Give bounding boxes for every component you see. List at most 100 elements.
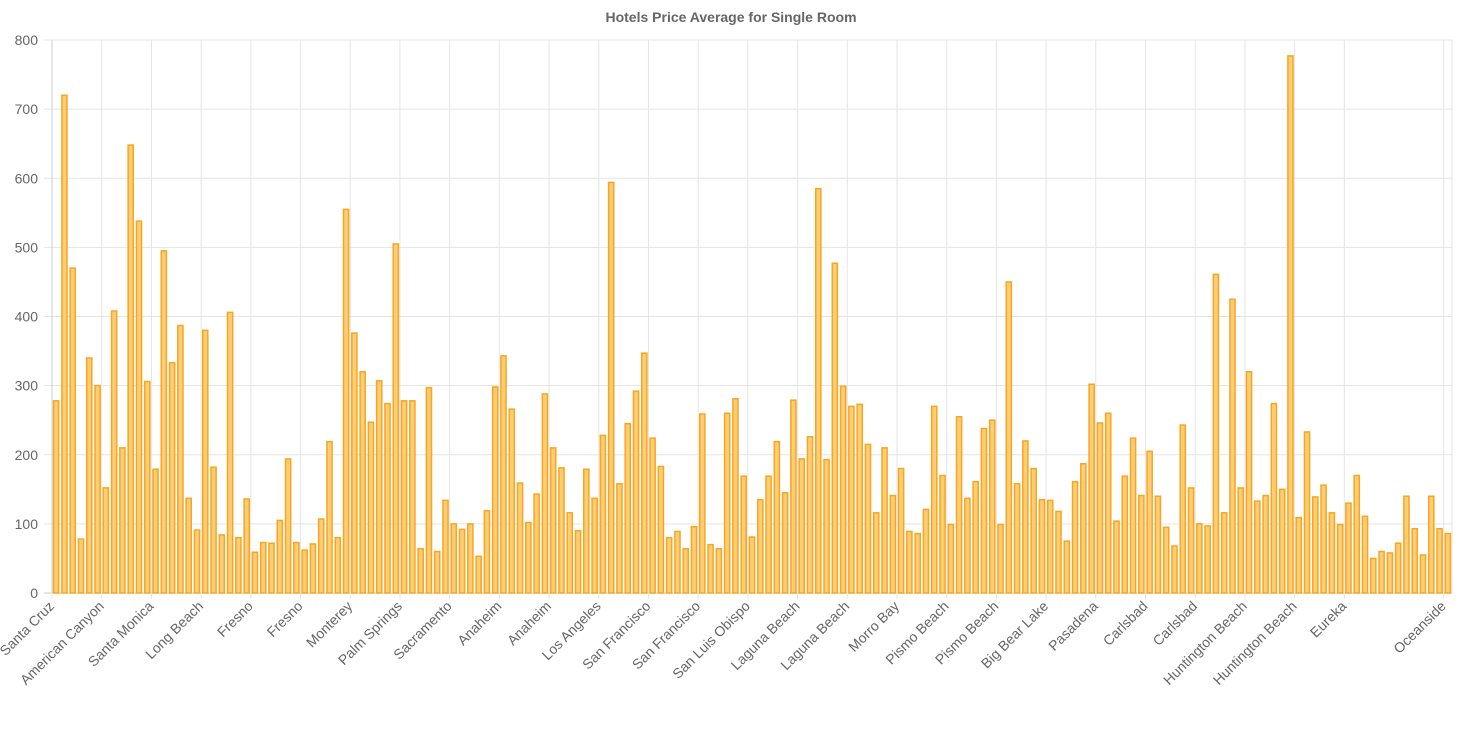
- bar[interactable]: [955, 415, 963, 594]
- bar[interactable]: [1046, 499, 1054, 594]
- bar[interactable]: [243, 498, 251, 594]
- bar[interactable]: [110, 310, 118, 594]
- bar[interactable]: [1295, 516, 1303, 594]
- bar[interactable]: [881, 447, 888, 594]
- bar[interactable]: [1080, 462, 1087, 594]
- bar[interactable]: [309, 543, 317, 594]
- bar[interactable]: [210, 466, 217, 594]
- bar[interactable]: [640, 352, 648, 594]
- bar[interactable]: [889, 494, 897, 594]
- bar[interactable]: [988, 419, 996, 594]
- bar[interactable]: [756, 498, 764, 594]
- bar[interactable]: [1303, 431, 1311, 594]
- bar[interactable]: [467, 523, 474, 594]
- bar[interactable]: [541, 393, 549, 594]
- bar[interactable]: [326, 440, 333, 594]
- bar[interactable]: [367, 421, 375, 594]
- bar[interactable]: [94, 384, 101, 594]
- bar[interactable]: [193, 529, 201, 594]
- bar[interactable]: [218, 534, 226, 594]
- bar[interactable]: [1245, 371, 1253, 594]
- bar[interactable]: [980, 427, 988, 594]
- bar[interactable]: [201, 329, 209, 594]
- bar[interactable]: [442, 499, 449, 594]
- bar[interactable]: [1013, 483, 1021, 594]
- bar[interactable]: [906, 530, 913, 594]
- bar[interactable]: [1154, 495, 1162, 594]
- bar[interactable]: [85, 357, 93, 594]
- bar[interactable]: [930, 405, 938, 594]
- bar[interactable]: [351, 332, 358, 594]
- bar[interactable]: [293, 541, 300, 594]
- bar[interactable]: [1196, 523, 1203, 594]
- bar[interactable]: [997, 523, 1004, 594]
- bar[interactable]: [972, 480, 979, 594]
- bar[interactable]: [342, 208, 350, 594]
- bar[interactable]: [864, 443, 872, 594]
- bar[interactable]: [334, 536, 342, 594]
- bar[interactable]: [1270, 402, 1278, 594]
- bar[interactable]: [450, 523, 458, 594]
- bar[interactable]: [922, 508, 930, 594]
- bar[interactable]: [226, 311, 234, 594]
- bar[interactable]: [102, 487, 110, 594]
- bar[interactable]: [259, 541, 267, 594]
- bar[interactable]: [1336, 523, 1344, 594]
- bar[interactable]: [1369, 557, 1377, 594]
- bar[interactable]: [1179, 424, 1187, 594]
- bar[interactable]: [1436, 527, 1443, 594]
- bar[interactable]: [773, 440, 781, 594]
- bar[interactable]: [1278, 488, 1286, 594]
- bar[interactable]: [359, 371, 366, 594]
- bar[interactable]: [61, 94, 68, 594]
- bar[interactable]: [558, 467, 565, 594]
- bar[interactable]: [235, 536, 242, 594]
- bar[interactable]: [690, 525, 698, 594]
- bar[interactable]: [583, 468, 590, 594]
- bar[interactable]: [781, 492, 789, 594]
- bar[interactable]: [168, 362, 176, 594]
- bar[interactable]: [1005, 281, 1013, 594]
- bar[interactable]: [624, 422, 632, 594]
- bar[interactable]: [1113, 520, 1120, 594]
- bar[interactable]: [1444, 532, 1452, 594]
- bar[interactable]: [574, 530, 582, 594]
- bar[interactable]: [425, 386, 433, 594]
- bar[interactable]: [798, 458, 806, 594]
- bar[interactable]: [831, 262, 839, 594]
- bar[interactable]: [1096, 422, 1104, 594]
- bar[interactable]: [1055, 510, 1062, 594]
- bar[interactable]: [848, 405, 855, 594]
- bar[interactable]: [500, 355, 507, 594]
- bar[interactable]: [549, 447, 557, 594]
- bar[interactable]: [1427, 495, 1435, 594]
- bar[interactable]: [1138, 494, 1145, 594]
- bar[interactable]: [1378, 550, 1385, 594]
- bar[interactable]: [616, 483, 623, 594]
- bar[interactable]: [284, 458, 292, 594]
- bar[interactable]: [1394, 542, 1402, 594]
- bar[interactable]: [400, 400, 408, 594]
- bar[interactable]: [1146, 450, 1153, 594]
- bar[interactable]: [765, 475, 772, 594]
- bar[interactable]: [591, 497, 598, 594]
- bar[interactable]: [1030, 467, 1037, 594]
- bar[interactable]: [127, 144, 135, 594]
- bar[interactable]: [177, 324, 184, 594]
- bar[interactable]: [1237, 487, 1245, 594]
- bar[interactable]: [77, 538, 85, 594]
- bar[interactable]: [276, 519, 284, 594]
- bar[interactable]: [152, 468, 159, 594]
- bar[interactable]: [607, 181, 615, 594]
- bar[interactable]: [417, 548, 424, 594]
- bar[interactable]: [732, 398, 739, 594]
- bar[interactable]: [1220, 512, 1228, 594]
- bar[interactable]: [964, 497, 971, 594]
- bar[interactable]: [1411, 527, 1419, 594]
- bar[interactable]: [1187, 487, 1195, 594]
- bar[interactable]: [301, 549, 308, 594]
- bar[interactable]: [674, 530, 681, 594]
- bar[interactable]: [317, 518, 325, 594]
- bar[interactable]: [682, 548, 690, 594]
- bar[interactable]: [1121, 475, 1129, 594]
